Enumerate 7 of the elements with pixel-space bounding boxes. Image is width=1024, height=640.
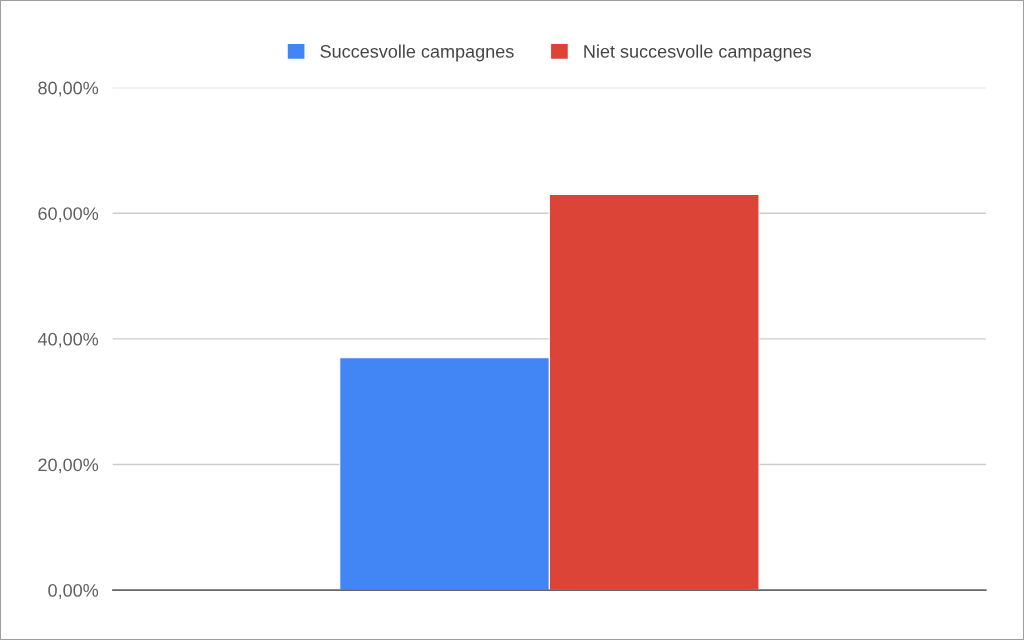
legend-label: Succesvolle campagnes xyxy=(320,44,514,62)
y-tick-label: 0,00% xyxy=(48,584,99,599)
y-tick-label: 40,00% xyxy=(37,332,99,348)
y-tick-label: 20,00% xyxy=(38,458,99,474)
y-tick-label: 80,00% xyxy=(38,81,99,97)
legend-label: Niet succesvolle campagnes xyxy=(584,44,812,62)
y-tick-label: 60,00% xyxy=(38,207,99,223)
